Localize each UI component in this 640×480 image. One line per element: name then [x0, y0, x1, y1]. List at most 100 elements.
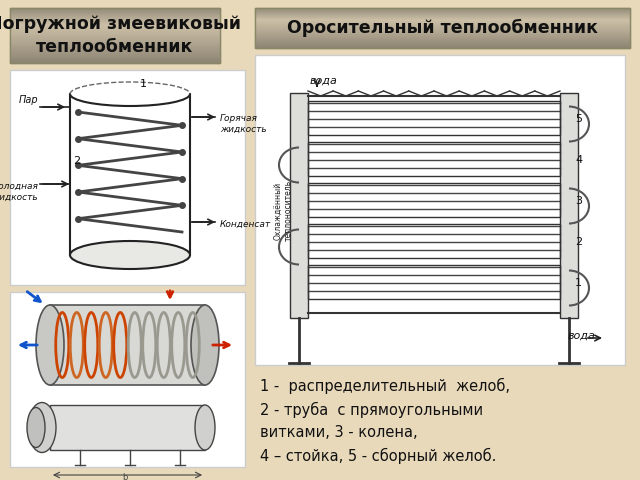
Bar — [255, 27, 630, 28]
Bar — [10, 17, 220, 18]
Ellipse shape — [27, 408, 45, 447]
Text: вода: вода — [567, 331, 595, 341]
Bar — [10, 15, 220, 16]
Bar — [10, 11, 220, 12]
Bar — [10, 48, 220, 49]
Bar — [10, 31, 220, 32]
Bar — [255, 44, 630, 45]
Bar — [10, 56, 220, 57]
Bar — [308, 101, 560, 135]
Bar — [10, 34, 220, 35]
Bar — [50, 305, 205, 385]
Bar — [10, 43, 220, 44]
Bar — [10, 57, 220, 58]
Bar — [50, 405, 205, 450]
Text: 1: 1 — [140, 79, 147, 89]
Text: 5: 5 — [575, 114, 582, 124]
Bar — [255, 24, 630, 25]
Bar — [308, 183, 560, 217]
Bar — [10, 58, 220, 59]
Bar — [255, 10, 630, 11]
Bar — [10, 70, 245, 285]
Bar — [10, 51, 220, 52]
Bar — [255, 32, 630, 33]
Bar — [10, 35, 220, 36]
Bar — [10, 19, 220, 20]
Bar — [10, 21, 220, 22]
Bar — [10, 20, 220, 21]
Bar — [255, 21, 630, 22]
Bar — [255, 31, 630, 32]
Bar — [10, 46, 220, 47]
Bar — [10, 18, 220, 19]
Bar — [255, 39, 630, 40]
Bar — [10, 36, 220, 37]
Bar — [255, 45, 630, 46]
Bar — [255, 14, 630, 15]
Bar — [255, 30, 630, 31]
Bar — [10, 27, 220, 28]
Text: Горячая
жидкость: Горячая жидкость — [220, 114, 267, 133]
Bar — [255, 17, 630, 18]
Text: 1 -  распределительный  желоб,
2 - труба  с прямоугольными
витками, 3 - колена,
: 1 - распределительный желоб, 2 - труба с… — [260, 378, 510, 465]
Bar — [255, 55, 625, 365]
Bar — [255, 8, 630, 48]
Bar — [255, 12, 630, 13]
Text: 2: 2 — [575, 237, 582, 247]
Bar — [10, 32, 220, 33]
Bar — [10, 23, 220, 24]
Bar — [308, 142, 560, 176]
Bar — [255, 15, 630, 16]
Bar — [255, 33, 630, 34]
Bar — [10, 52, 220, 53]
Bar — [10, 10, 220, 11]
Bar — [10, 40, 220, 41]
Bar — [255, 18, 630, 19]
Bar — [10, 38, 220, 39]
Bar — [255, 40, 630, 41]
Bar — [255, 35, 630, 36]
Bar — [10, 47, 220, 48]
Text: Конденсат: Конденсат — [220, 220, 271, 229]
Bar — [10, 9, 220, 10]
Bar — [255, 20, 630, 21]
Bar — [10, 53, 220, 54]
Bar — [10, 44, 220, 45]
Bar — [10, 16, 220, 17]
Bar — [10, 22, 220, 23]
Bar — [10, 14, 220, 15]
Ellipse shape — [70, 241, 190, 269]
Bar — [10, 26, 220, 27]
Bar — [10, 33, 220, 34]
Bar — [255, 46, 630, 47]
Text: Пар: Пар — [19, 95, 38, 105]
Bar — [560, 93, 578, 318]
Bar — [255, 47, 630, 48]
Bar — [255, 13, 630, 14]
Ellipse shape — [195, 405, 215, 450]
Bar — [10, 62, 220, 63]
Bar — [10, 37, 220, 38]
Bar — [10, 60, 220, 61]
Bar — [255, 19, 630, 20]
Bar — [10, 39, 220, 40]
Bar — [255, 26, 630, 27]
Text: b: b — [122, 473, 128, 480]
Text: Холодная
жидкость: Холодная жидкость — [0, 182, 38, 202]
Text: Охлаждённый
теплоноситель: Охлаждённый теплоноситель — [273, 180, 292, 241]
Bar — [255, 22, 630, 23]
Ellipse shape — [191, 305, 219, 385]
Bar — [255, 8, 630, 9]
Bar — [10, 25, 220, 26]
Ellipse shape — [36, 305, 64, 385]
Bar — [10, 55, 220, 56]
Bar — [255, 42, 630, 43]
Bar — [10, 8, 220, 9]
Bar — [10, 59, 220, 60]
Bar — [255, 34, 630, 35]
Bar — [255, 25, 630, 26]
Bar — [255, 28, 630, 29]
Bar — [308, 265, 560, 299]
Bar — [10, 30, 220, 31]
Bar — [255, 11, 630, 12]
